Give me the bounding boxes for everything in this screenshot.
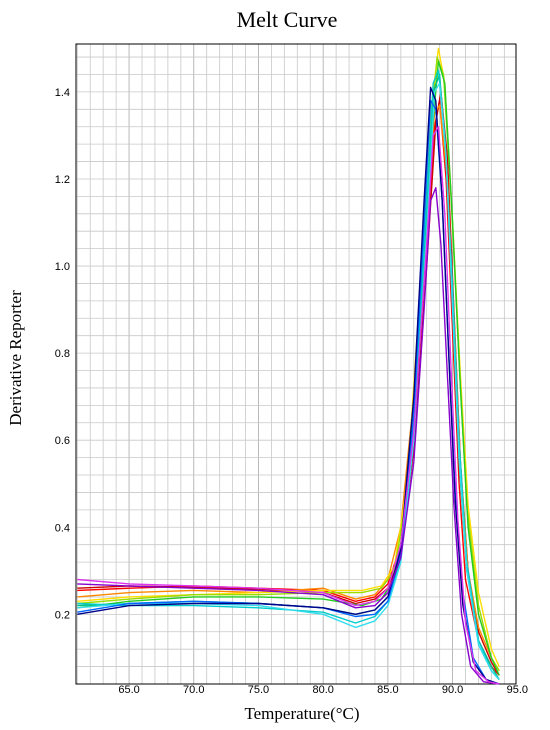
series-line-5	[77, 56, 500, 672]
x-tick-label: 70.0	[183, 684, 204, 696]
series-line-11	[77, 86, 500, 685]
y-tick-label: 0.6	[55, 435, 70, 447]
y-tick-label: 1.2	[55, 174, 70, 186]
y-tick-label: 1.0	[55, 261, 70, 273]
series-group	[77, 47, 500, 685]
x-tick-label: 80.0	[312, 684, 333, 696]
x-tick-label: 85.0	[377, 684, 398, 696]
series-line-4	[77, 47, 500, 667]
y-tick-label: 0.2	[55, 609, 70, 621]
chart-title: Melt Curve	[237, 7, 338, 32]
plot-frame	[75, 43, 517, 685]
x-tick-label: 90.0	[442, 684, 463, 696]
series-line-6	[77, 60, 500, 676]
y-axis-label: Derivative Reporter	[6, 290, 25, 426]
y-tick-label: 1.4	[55, 87, 70, 99]
x-tick-label: 95.0	[507, 684, 528, 696]
x-tick-label: 65.0	[118, 684, 139, 696]
y-tick-labels: 0.2 0.4 0.6 0.8 1.0 1.2 1.4	[55, 87, 70, 621]
series-line-13	[77, 125, 500, 685]
grid	[76, 44, 516, 685]
y-tick-label: 0.8	[55, 348, 70, 360]
y-tick-label: 0.4	[55, 522, 70, 534]
x-axis-label: Temperature(°C)	[244, 704, 359, 723]
series-line-12	[77, 186, 500, 685]
x-tick-label: 75.0	[248, 684, 269, 696]
x-tick-labels: 65.0 70.0 75.0 80.0 85.0 90.0 95.0	[118, 684, 528, 696]
